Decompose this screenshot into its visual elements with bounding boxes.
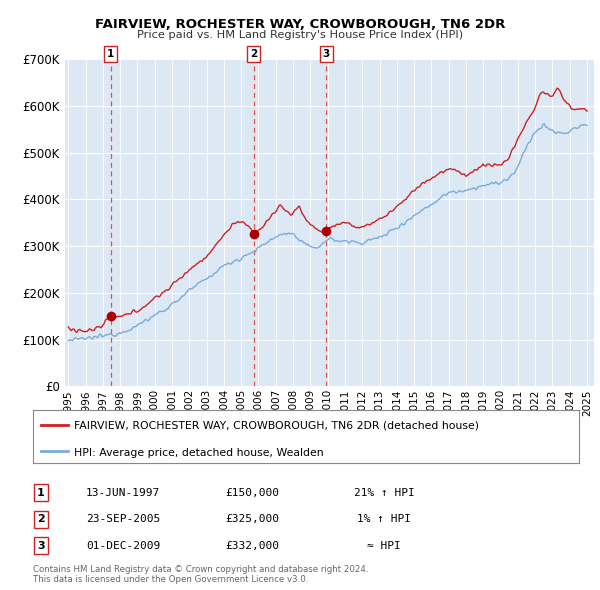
Text: Contains HM Land Registry data © Crown copyright and database right 2024.
This d: Contains HM Land Registry data © Crown c… [33, 565, 368, 584]
Text: £150,000: £150,000 [225, 488, 279, 497]
Text: 23-SEP-2005: 23-SEP-2005 [86, 514, 160, 524]
Text: £332,000: £332,000 [225, 541, 279, 550]
Text: 1: 1 [107, 49, 114, 59]
Text: £325,000: £325,000 [225, 514, 279, 524]
Text: 1% ↑ HPI: 1% ↑ HPI [357, 514, 411, 524]
Text: 21% ↑ HPI: 21% ↑ HPI [353, 488, 415, 497]
Text: 3: 3 [323, 49, 330, 59]
Text: 3: 3 [37, 541, 44, 550]
Text: ≈ HPI: ≈ HPI [367, 541, 401, 550]
Text: Price paid vs. HM Land Registry's House Price Index (HPI): Price paid vs. HM Land Registry's House … [137, 30, 463, 40]
Text: 1: 1 [37, 488, 44, 497]
Text: 13-JUN-1997: 13-JUN-1997 [86, 488, 160, 497]
Text: 01-DEC-2009: 01-DEC-2009 [86, 541, 160, 550]
Text: FAIRVIEW, ROCHESTER WAY, CROWBOROUGH, TN6 2DR (detached house): FAIRVIEW, ROCHESTER WAY, CROWBOROUGH, TN… [74, 421, 479, 431]
Text: FAIRVIEW, ROCHESTER WAY, CROWBOROUGH, TN6 2DR: FAIRVIEW, ROCHESTER WAY, CROWBOROUGH, TN… [95, 18, 505, 31]
Text: HPI: Average price, detached house, Wealden: HPI: Average price, detached house, Weal… [74, 448, 323, 457]
Text: 2: 2 [37, 514, 44, 524]
Text: 2: 2 [250, 49, 257, 59]
